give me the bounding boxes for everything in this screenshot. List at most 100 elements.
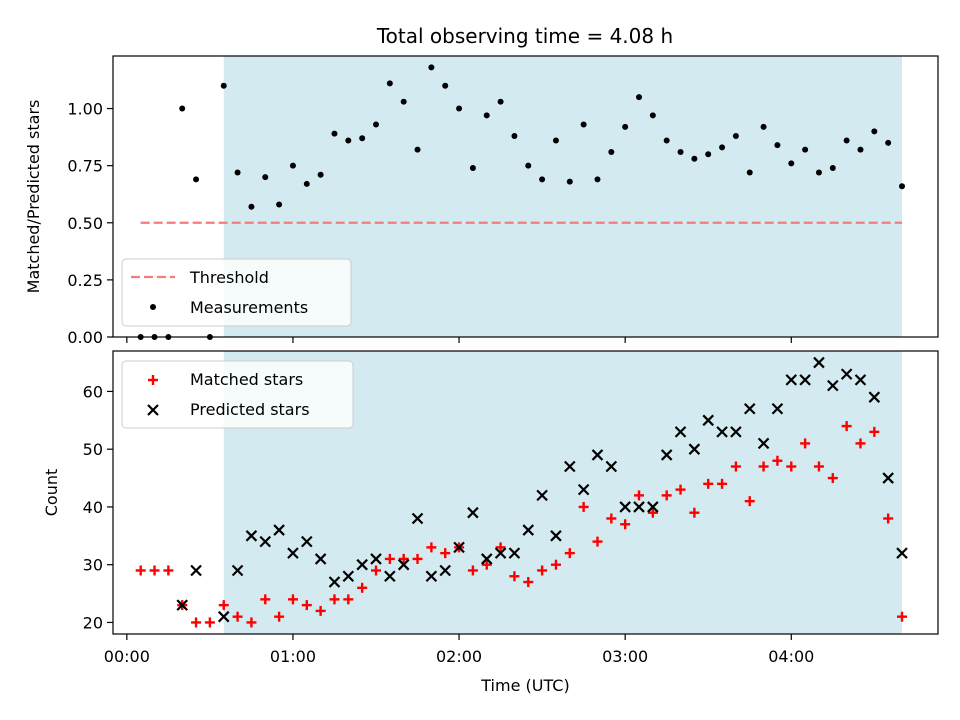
measurement-point: [885, 139, 892, 146]
measurement-point: [829, 164, 836, 171]
predicted-star-point: [467, 506, 479, 519]
predicted-star-point: [384, 570, 396, 583]
bottom-panel: 20 30 40 50 60 00:00 01:00 02:00 03:00 04:00 Cou…: [42, 350, 939, 695]
measurement-point: [400, 98, 407, 105]
bottom-x-ticks: 00:00 01:00 02:00 03:00 04:00: [104, 634, 814, 666]
matched-star-point: [398, 553, 409, 564]
measurement-point: [248, 203, 255, 210]
predicted-star-point: [342, 570, 355, 583]
matched-star-point: [592, 536, 603, 547]
matched-star-point: [661, 490, 672, 501]
measurement-point: [179, 105, 186, 112]
measurement-point: [262, 174, 269, 181]
predicted-star-point: [854, 374, 867, 386]
matched-star-point: [371, 565, 382, 576]
matched-star-point: [800, 438, 811, 449]
predicted-star-point: [453, 541, 465, 554]
predicted-star-point: [591, 449, 604, 461]
measurement-point: [193, 176, 200, 183]
predicted-star-point: [647, 501, 659, 513]
predicted-star-point: [633, 501, 645, 513]
measurement-point: [566, 178, 573, 185]
measurement-point: [871, 128, 878, 135]
matched-star-point: [274, 611, 285, 622]
bottom-legend-box: [121, 360, 354, 429]
legend-matched-swatch: [148, 375, 158, 385]
measurement-point: [746, 169, 753, 176]
matched-star-point: [467, 565, 478, 576]
measurement-point: [594, 176, 601, 183]
measurement-point: [276, 201, 283, 208]
matched-star-point: [204, 617, 215, 628]
predicted-star-point: [508, 547, 521, 559]
y-tick-label: 1.00: [67, 100, 103, 119]
predicted-star-point: [259, 535, 272, 548]
matched-star-point: [855, 438, 866, 449]
matched-star-point: [620, 519, 631, 530]
matched-star-point: [841, 421, 852, 432]
matched-star-point: [218, 600, 229, 611]
measurement-point: [442, 82, 449, 89]
matched-star-point: [287, 594, 298, 605]
legend-threshold-label: Threshold: [189, 268, 269, 287]
matched-star-point: [149, 565, 160, 576]
measurement-point: [428, 64, 435, 71]
legend-measurements-label: Measurements: [190, 298, 308, 317]
top-y-axis-label: Matched/Predicted stars: [24, 100, 43, 294]
matched-star-point: [550, 559, 561, 570]
predicted-star-point: [273, 524, 285, 536]
measurement-point: [345, 137, 352, 144]
measurement-point: [414, 146, 421, 153]
matched-star-point: [717, 478, 728, 489]
top-chart-title: Total observing time = 4.08 h: [376, 24, 673, 48]
matched-star-point: [440, 548, 451, 559]
predicted-star-point: [301, 535, 313, 548]
predicted-star-point: [328, 576, 341, 588]
predicted-star-point: [231, 564, 244, 577]
predicted-star-point: [356, 558, 368, 571]
predicted-star-point: [827, 379, 839, 392]
matched-star-point: [412, 553, 423, 564]
measurement-point: [497, 98, 504, 105]
matched-star-point: [329, 594, 340, 605]
predicted-star-point: [397, 558, 410, 571]
bottom-legend: Matched stars Predicted stars: [121, 360, 354, 429]
predicted-star-point: [896, 547, 908, 559]
matched-star-point: [897, 611, 908, 622]
matched-star-point: [343, 594, 354, 605]
matched-star-point: [634, 490, 645, 501]
matched-star-point: [495, 542, 506, 553]
matched-star-point: [578, 501, 589, 512]
y-tick-label: 0.75: [67, 157, 103, 176]
matched-star-point: [163, 565, 174, 576]
top-x-ticks: [126, 337, 792, 343]
matched-star-point: [606, 513, 617, 524]
matched-star-point: [481, 559, 492, 570]
predicted-star-point: [439, 564, 451, 577]
y-tick-label: 20: [83, 613, 103, 632]
measurement-point: [539, 176, 546, 183]
legend-predicted-swatch: [147, 404, 159, 416]
matched-star-point: [758, 461, 769, 472]
matched-star-point: [246, 617, 257, 628]
measurement-point: [331, 130, 338, 137]
matched-star-point: [301, 600, 312, 611]
matched-star-point: [523, 577, 534, 588]
predicted-star-point: [743, 402, 756, 415]
measurement-point: [899, 183, 906, 190]
x-tick-label: 03:00: [602, 647, 648, 666]
top-y-ticks: 0.00 0.25 0.50 0.75 1.00: [67, 100, 113, 347]
top-panel: 0.00 0.25 0.50 0.75 1.00 Matched/Predicted s…: [24, 55, 939, 347]
predicted-star-point: [190, 564, 202, 577]
top-legend: Threshold Measurements: [121, 258, 352, 327]
predicted-star-point: [785, 374, 798, 386]
x-axis-label: Time (UTC): [480, 676, 569, 695]
predicted-star-point: [716, 426, 728, 438]
measurement-point: [525, 162, 532, 169]
predicted-star-point: [536, 489, 548, 502]
predicted-star-point: [245, 530, 258, 542]
measurement-point: [386, 80, 393, 87]
legend-matched-marker: [148, 375, 158, 385]
measurement-point: [373, 121, 380, 128]
